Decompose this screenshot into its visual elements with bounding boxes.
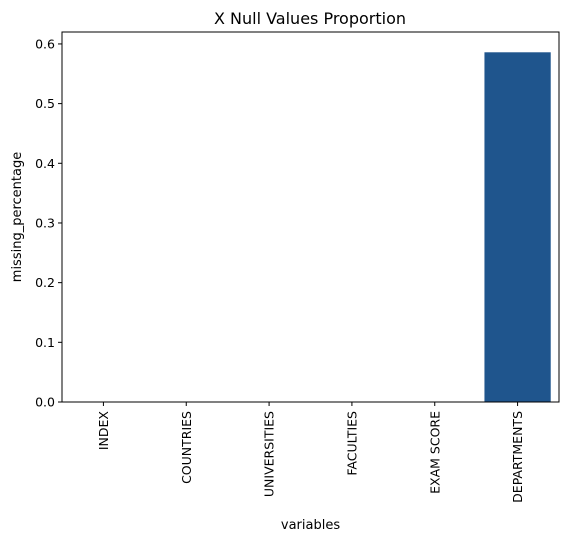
x-tick-label: EXAM SCORE — [427, 411, 442, 494]
x-axis-label: variables — [281, 518, 340, 533]
y-tick-label: 0.6 — [35, 36, 55, 51]
x-tick-label: COUNTRIES — [179, 411, 194, 484]
x-axis: INDEX COUNTRIES UNIVERSITIES FACULTIES EXAM … — [96, 402, 525, 503]
y-axis: 0.0 0.1 0.2 0.3 0.4 0.5 0.6 — [35, 36, 62, 410]
y-tick-label: 0.2 — [35, 275, 55, 290]
x-tick-label: UNIVERSITIES — [262, 411, 277, 497]
x-tick-label: INDEX — [96, 411, 111, 451]
plot-frame — [61, 31, 560, 403]
y-tick-label: 0.5 — [35, 96, 55, 111]
y-tick-label: 0.0 — [35, 395, 55, 410]
chart-title: X Null Values Proportion — [214, 9, 406, 28]
x-tick-label: FACULTIES — [344, 411, 359, 476]
bar-departments — [484, 52, 551, 403]
y-tick-label: 0.3 — [35, 215, 55, 230]
x-tick-label: DEPARTMENTS — [510, 411, 525, 503]
bars-group — [484, 52, 551, 403]
y-axis-label: missing_percentage — [10, 152, 25, 282]
y-tick-label: 0.1 — [35, 335, 55, 350]
y-tick-label: 0.4 — [35, 156, 55, 171]
